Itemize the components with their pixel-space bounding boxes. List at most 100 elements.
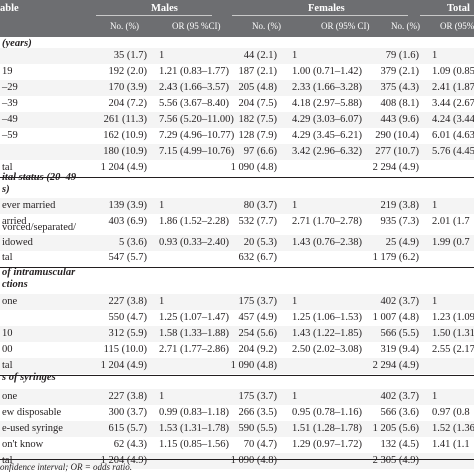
cell-m-no: 300 (3.7)	[108, 407, 148, 418]
cell-f-no: 175 (3.7)	[238, 296, 278, 307]
section-title-continued: ctions	[2, 279, 28, 290]
cell-m-or: 0.93 (0.33–2.40)	[159, 237, 229, 248]
table-row: 550 (4.7) 1.25 (1.07–1.47) 457 (4.9) 1.25 (…	[0, 310, 474, 326]
cell-t-or: 2.01 (1.7	[432, 216, 470, 227]
table-row: tal 1 204 (4.9) 1 090 (4.8) 2 294 (4.9)	[0, 358, 474, 374]
cell-m-no: 204 (7.2)	[108, 98, 148, 109]
cell-label: 10	[2, 328, 13, 339]
cell-t-no: 2 305 (4.9)	[372, 455, 419, 466]
table-row: idowed 5 (3.6) 0.93 (0.33–2.40) 20 (5.3) 1.4…	[0, 235, 474, 251]
header-rule-males	[96, 15, 212, 16]
header-sub-f-no: No. (%)	[252, 21, 281, 31]
cell-t-or: 2.55 (2.17	[432, 344, 474, 355]
cell-m-or: 1	[159, 296, 165, 307]
cell-label: idowed	[2, 237, 33, 248]
cell-f-no: 254 (5.6)	[238, 328, 278, 339]
cell-f-or: 0.95 (0.78–1.16)	[292, 407, 362, 418]
table-row: e-used syringe 615 (5.7) 1.53 (1.31–1.78) 5…	[0, 421, 474, 437]
cell-m-or: 1	[159, 200, 165, 211]
cell-f-or: 1	[292, 50, 298, 61]
cell-m-no: 550 (4.7)	[108, 312, 148, 323]
cell-t-or: 1.41 (1.1	[432, 439, 470, 450]
cell-f-no: 590 (5.5)	[238, 423, 278, 434]
cell-m-no: 615 (5.7)	[108, 423, 148, 434]
cell-f-no: 204 (9.2)	[238, 344, 278, 355]
cell-t-or: 6.01 (4.63	[432, 130, 474, 141]
section-title: (years)	[2, 38, 32, 49]
header-sub-t-or: OR (95%	[440, 21, 474, 31]
cell-f-or: 2.50 (2.02–3.08)	[292, 344, 362, 355]
table-row: –29 170 (3.9) 2.43 (1.66–3.57) 205 (4.8) 2.3…	[0, 80, 474, 96]
table-row: ew disposable 300 (3.7) 0.99 (0.83–1.18) 26…	[0, 405, 474, 421]
cell-label: tal	[2, 455, 13, 466]
cell-label: one	[2, 391, 18, 402]
cell-m-no: 227 (3.8)	[108, 391, 148, 402]
cell-label: arried	[2, 216, 27, 227]
cell-t-no: 290 (10.4)	[375, 130, 419, 141]
cell-f-or: 1.25 (1.06–1.53)	[292, 312, 362, 323]
cell-f-or: 4.29 (3.03–6.07)	[292, 114, 362, 125]
cell-t-or: 1.23 (1.09	[432, 312, 474, 323]
cell-t-or: 5.76 (4.45	[432, 146, 474, 157]
cell-f-or: 1	[292, 200, 298, 211]
table-row: tal 1 204 (4.9) 1 090 (4.8) 2 305 (4.9)	[0, 453, 474, 469]
section-title-continued: s)	[2, 184, 10, 195]
cell-label: –29	[2, 82, 18, 93]
cell-t-or: 1.09 (0.85	[432, 66, 474, 77]
header-rule-total	[420, 15, 474, 16]
cell-f-no: 70 (4.7)	[243, 439, 277, 450]
cell-m-or: 1.86 (1.52–2.28)	[159, 216, 229, 227]
cell-label: ew disposable	[2, 407, 62, 418]
cell-m-or: 1.58 (1.33–1.88)	[159, 328, 229, 339]
header-group-females: Females	[308, 3, 345, 14]
cell-f-no: 532 (7.7)	[238, 216, 278, 227]
section-title: ital status (20–49	[2, 172, 77, 183]
section-divider	[0, 375, 474, 376]
row-label-first-line: vorced/separated/	[2, 222, 77, 233]
cell-f-or: 1	[292, 391, 298, 402]
cell-t-or: 1	[432, 50, 438, 61]
bottom-rule	[0, 459, 474, 460]
cell-label: one	[2, 296, 18, 307]
cell-label: tal	[2, 360, 13, 371]
cell-t-or: 2.41 (1.87	[432, 82, 474, 93]
section-title: of intramuscular	[2, 267, 76, 278]
table-row: one 227 (3.8) 1 175 (3.7) 1 402 (3.7) 1	[0, 389, 474, 405]
cell-m-no: 1 204 (4.9)	[100, 455, 147, 466]
cell-t-no: 443 (9.6)	[380, 114, 420, 125]
cell-f-or: 2.33 (1.66–3.28)	[292, 82, 362, 93]
cell-f-or: 3.42 (2.96–6.32)	[292, 146, 362, 157]
table-row: tal 547 (5.7) 632 (6.7) 1 179 (6.2)	[0, 250, 474, 266]
header-sub-t-no: No. (%)	[391, 21, 420, 31]
cell-m-no: 547 (5.7)	[108, 252, 148, 263]
cell-label: ever married	[2, 200, 56, 211]
table-row: 19 192 (2.0) 1.21 (0.83–1.77) 187 (2.1) 1.00…	[0, 64, 474, 80]
cell-m-or: 1.53 (1.31–1.78)	[159, 423, 229, 434]
cell-m-no: 170 (3.9)	[108, 82, 148, 93]
cell-label: e-used syringe	[2, 423, 63, 434]
table-row: –39 204 (7.2) 5.56 (3.67–8.40) 204 (7.5) 4.1…	[0, 96, 474, 112]
cell-m-no: 1 204 (4.9)	[100, 360, 147, 371]
cell-m-no: 227 (3.8)	[108, 296, 148, 307]
cell-label: –59	[2, 130, 18, 141]
cell-t-no: 935 (7.3)	[380, 216, 420, 227]
cell-label: 00	[2, 344, 13, 355]
cell-t-no: 2 294 (4.9)	[372, 360, 419, 371]
cell-t-no: 219 (3.8)	[380, 200, 420, 211]
cell-t-no: 1 007 (4.8)	[372, 312, 419, 323]
cell-t-or: 1.52 (1.36	[432, 423, 474, 434]
cell-m-no: 1 204 (4.9)	[100, 162, 147, 173]
cell-t-no: 1 179 (6.2)	[372, 252, 419, 263]
cell-t-no: 79 (1.6)	[385, 50, 419, 61]
cell-m-no: 35 (1.7)	[113, 50, 147, 61]
cell-f-no: 20 (5.3)	[243, 237, 277, 248]
cell-t-no: 402 (3.7)	[380, 296, 420, 307]
cell-f-no: 128 (7.9)	[238, 130, 278, 141]
table-row: 35 (1.7) 1 44 (2.1) 1 79 (1.6) 1	[0, 48, 474, 64]
section-title: s of syringes	[2, 372, 56, 383]
cell-m-no: 403 (6.9)	[108, 216, 148, 227]
cell-t-no: 566 (5.5)	[380, 328, 420, 339]
cell-m-no: 62 (4.3)	[113, 439, 147, 450]
cell-m-no: 139 (3.9)	[108, 200, 148, 211]
